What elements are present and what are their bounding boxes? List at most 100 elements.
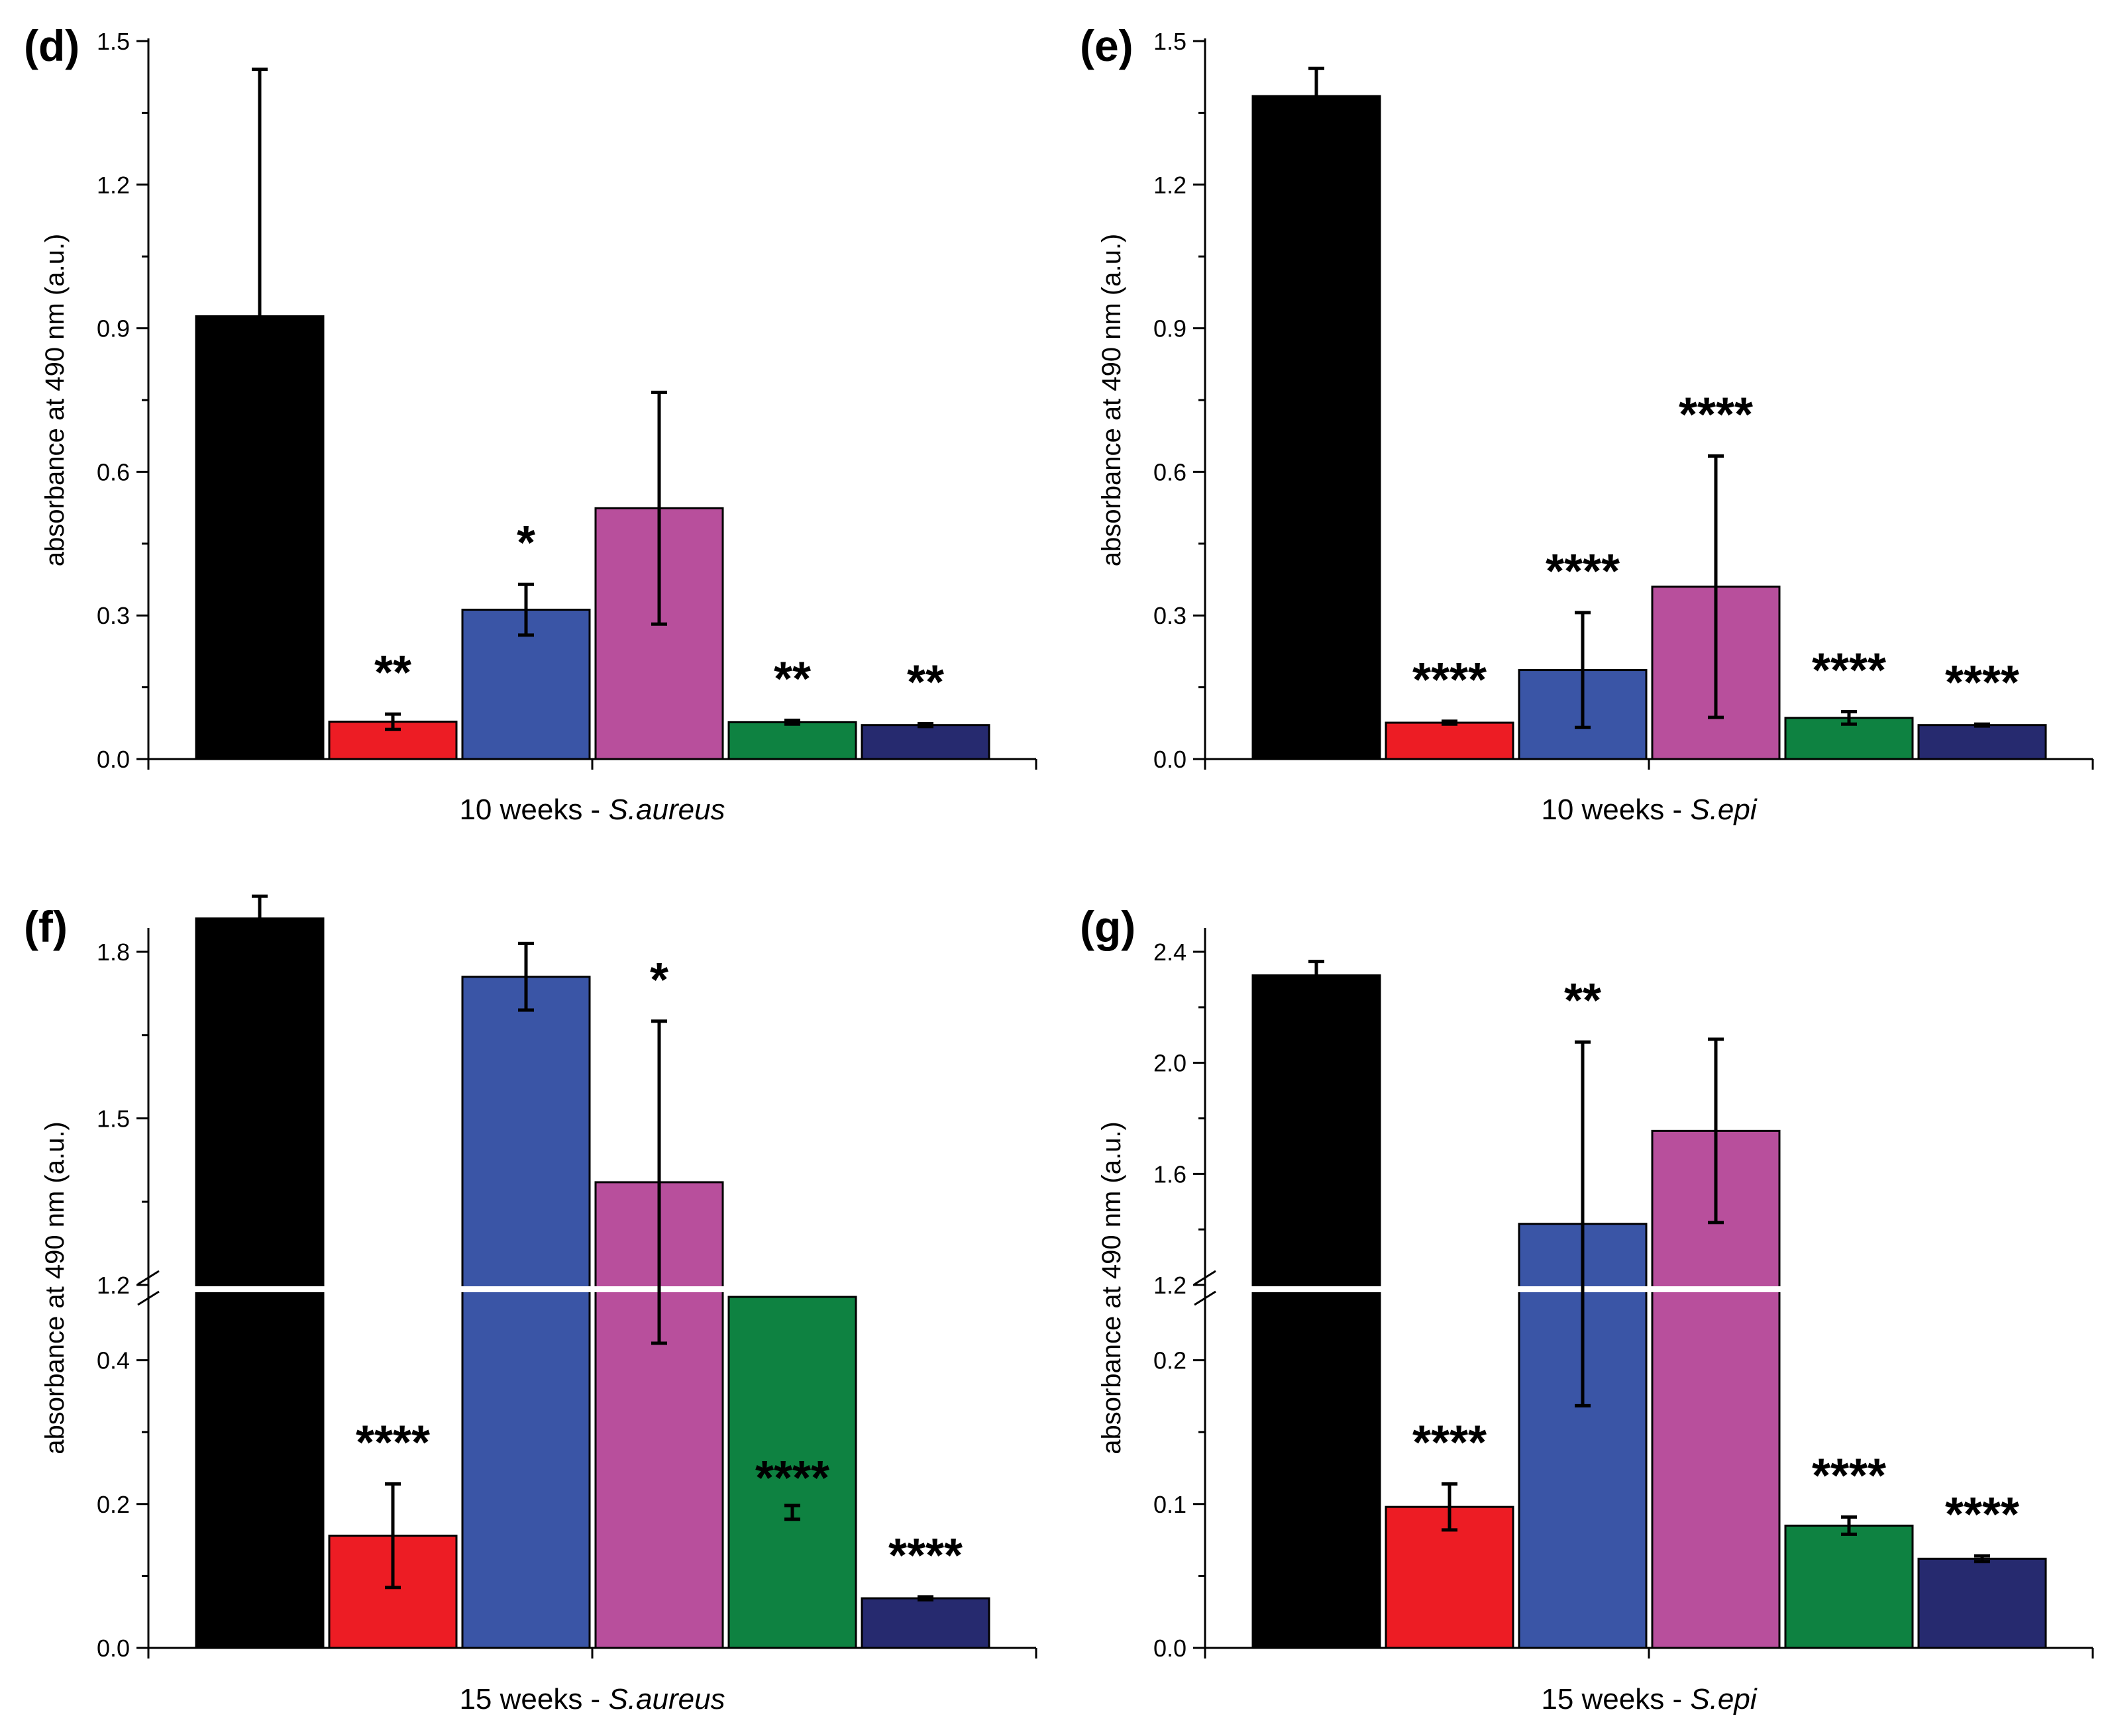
y-tick-label: 0.3	[1153, 602, 1187, 629]
panel-d: ***** **0.00.30.60.91.21.510 weeks - S.au…	[24, 21, 1037, 826]
panel-label: (e)	[1080, 21, 1134, 70]
error-bar-2	[385, 712, 401, 731]
y-upper-tick-label: 1.6	[1153, 1160, 1187, 1188]
y-tick-label: 1.2	[97, 172, 130, 199]
x-axis-title-text: 10 weeks -	[1541, 793, 1690, 826]
y-lower-tick-label: 0.2	[97, 1491, 130, 1518]
error-bar-4	[651, 1019, 667, 1345]
error-bar-2	[385, 1482, 401, 1590]
error-bar-2	[1442, 719, 1457, 726]
x-axis-title-species: S.aureus	[608, 793, 725, 826]
significance-marker-4: ****	[1679, 389, 1753, 442]
x-axis-title-species: S.epi	[1690, 1683, 1758, 1715]
y-tick-label: 0.3	[97, 602, 130, 629]
panel-g: **************0.00.10.21.21.62.02.415 we…	[1080, 902, 2094, 1715]
y-tick-label: 1.2	[1153, 172, 1187, 199]
x-axis-title: 10 weeks - S.epi	[1541, 793, 1757, 826]
bar-5	[1784, 1524, 1914, 1649]
error-bar-1	[1308, 66, 1324, 126]
y-upper-tick-label: 1.5	[97, 1105, 130, 1133]
error-bar-6	[1974, 1554, 1990, 1564]
y-axis-title: absorbance at 490 nm (a.u.)	[1097, 234, 1126, 567]
panel-e: **** **** **** **** **** 0.0 0.3 0.6 0.9 1.2 1.5 10…	[1080, 21, 2094, 826]
bar-5	[727, 1296, 857, 1649]
y-upper-tick-label: 1.2	[97, 1272, 130, 1299]
error-bar-2	[1442, 1482, 1457, 1532]
x-axis	[147, 758, 1037, 770]
y-lower-tick-label: 0.4	[97, 1347, 130, 1374]
error-bar-1	[1308, 960, 1324, 992]
y-tick-label: 1.5	[1153, 28, 1187, 55]
bar-5	[727, 721, 857, 760]
axis-break-mark	[1194, 1270, 1216, 1286]
error-bar-1	[252, 68, 268, 565]
x-axis-title-text: 15 weeks -	[459, 1683, 608, 1715]
y-upper-tick-label: 1.8	[97, 939, 130, 966]
y-lower-tick-label: 0.1	[1153, 1491, 1187, 1518]
error-bar-5	[1841, 1515, 1857, 1536]
x-axis-title-text: 15 weeks -	[1541, 1683, 1690, 1715]
y-tick-label: 1.5	[97, 28, 130, 55]
bar-6	[861, 724, 990, 760]
bar-1	[1251, 974, 1381, 1649]
panel-label: (g)	[1080, 902, 1135, 951]
y-lower-tick-label: 0.0	[97, 1635, 130, 1662]
significance-marker-5: **	[774, 652, 811, 705]
error-bar-4	[1708, 454, 1724, 719]
x-axis-title-species: S.epi	[1690, 793, 1758, 826]
y-lower-tick-label: 0.2	[1153, 1347, 1187, 1374]
error-bar-3	[518, 941, 534, 1012]
bar-1	[195, 917, 325, 1649]
y-axis-title: absorbance at 490 nm (a.u.)	[1097, 1121, 1126, 1455]
y-tick-label: 0.0	[1153, 746, 1187, 773]
y-upper-tick-label: 2.4	[1153, 939, 1187, 966]
bar-6	[1917, 724, 2047, 760]
significance-marker-5: ****	[755, 1452, 829, 1505]
y-upper-tick-label: 2.0	[1153, 1050, 1187, 1077]
significance-marker-4: *	[650, 954, 668, 1007]
panel-label: (d)	[24, 21, 79, 70]
y-tick-label: 0.9	[1153, 315, 1187, 342]
significance-marker-2: ****	[356, 1416, 430, 1469]
significance-marker-2: ****	[1412, 1416, 1487, 1469]
axis-break-mark	[1194, 1290, 1216, 1306]
error-bar-6	[918, 722, 933, 729]
error-bar-3	[518, 582, 534, 637]
x-axis	[147, 1647, 1037, 1659]
error-bar-1	[252, 894, 268, 943]
error-bar-6	[1974, 722, 1990, 728]
significance-marker-3: **	[1564, 974, 1601, 1027]
y-axis-title: absorbance at 490 nm (a.u.)	[40, 234, 70, 567]
significance-marker-2: **	[374, 646, 411, 699]
bar-2	[1385, 721, 1514, 760]
bar-1	[1251, 95, 1381, 760]
panel-label: (f)	[24, 902, 68, 951]
error-bar-3	[1575, 611, 1591, 729]
x-axis-title: 15 weeks - S.aureus	[459, 1683, 725, 1715]
error-bar-5	[784, 718, 800, 726]
axis-break-gap	[1250, 1286, 2054, 1292]
error-bar-5	[784, 1504, 800, 1521]
y-upper-tick-label: 1.2	[1153, 1272, 1187, 1299]
error-bar-5	[1841, 709, 1857, 726]
significance-marker-2: ****	[1412, 654, 1487, 707]
bar-6	[1917, 1557, 2047, 1649]
x-axis-title-text: 10 weeks -	[459, 793, 608, 826]
error-bar-6	[918, 1595, 933, 1602]
significance-marker-5: ****	[1812, 644, 1886, 697]
y-tick-label: 0.0	[97, 746, 130, 773]
error-bar-4	[1708, 1037, 1724, 1225]
significance-marker-6: ****	[1945, 656, 2019, 709]
y-tick-label: 0.6	[97, 458, 130, 485]
panel-f: *************0.00.20.41.21.51.815 weeks …	[24, 894, 1037, 1715]
y-axis-title: absorbance at 490 nm (a.u.)	[40, 1121, 70, 1455]
x-axis-title: 10 weeks - S.aureus	[459, 793, 725, 826]
error-bar-3	[1575, 1040, 1591, 1407]
bar-3	[461, 976, 591, 1649]
x-axis-title-species: S.aureus	[608, 1683, 725, 1715]
significance-marker-6: ****	[888, 1529, 963, 1582]
y-lower-tick-label: 0.0	[1153, 1635, 1187, 1662]
x-axis	[1204, 1647, 2094, 1659]
significance-marker-6: **	[907, 656, 944, 709]
